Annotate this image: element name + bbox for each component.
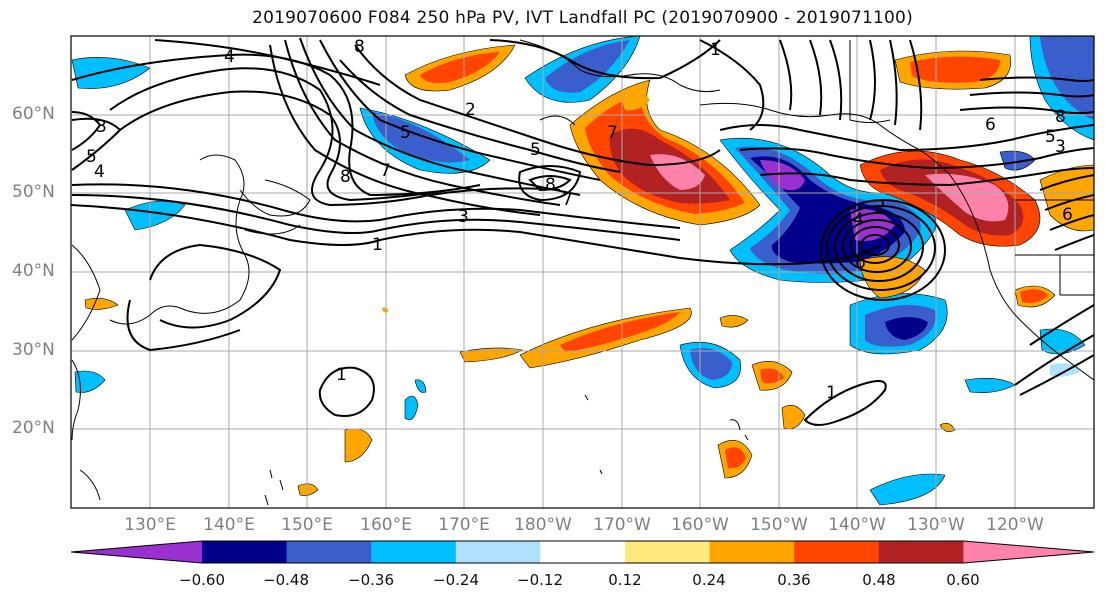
lon-label: 130°E [124, 515, 176, 535]
lon-label: 120°W [986, 515, 1044, 535]
lon-label: 160°E [360, 515, 412, 535]
contour-label: 2 [875, 197, 886, 217]
colorbar-cell [202, 541, 288, 563]
lat-label: 60°N [12, 104, 55, 124]
contour-label: 8 [545, 175, 556, 195]
lon-label: 150°W [750, 515, 808, 535]
contour-label: 7 [562, 190, 573, 210]
contour-label: 7 [380, 161, 391, 181]
colorbar-tick-label: 0.60 [946, 571, 980, 589]
contour-label: 8 [1055, 107, 1066, 127]
colorbar-tick-label: −0.12 [517, 571, 563, 589]
lat-label: 40°N [12, 261, 55, 281]
pv-contours [71, 37, 1094, 426]
colorbar-tick-label: 0.36 [777, 571, 811, 589]
colorbar-tick-label: −0.24 [433, 571, 479, 589]
colorbar-cell [286, 541, 372, 563]
colorbar-tick-label: 0.48 [862, 571, 896, 589]
positive-anomalies [84, 44, 1094, 497]
colorbar-cell [878, 541, 964, 563]
colorbar-cell [540, 541, 626, 563]
contour-label: 5 [1045, 127, 1056, 147]
contour-label: 4 [94, 162, 105, 182]
contour-label: 6 [985, 115, 996, 135]
contour-label: 1 [372, 235, 383, 255]
colorbar-tick-label: 0.24 [692, 571, 726, 589]
contour-labels: 4 3 5 4 8 7 2 5 8 7 7 8 5 3 1 6 5 8 3 6 … [86, 37, 1073, 403]
colorbar-cell [371, 541, 457, 563]
lon-label: 140°E [203, 515, 255, 535]
contour-label: 4 [224, 47, 235, 67]
colorbar-cell [71, 541, 202, 563]
lon-label: 160°W [671, 515, 729, 535]
contour-label: 5 [86, 147, 97, 167]
contour-label: 4 [853, 210, 864, 230]
coastlines [71, 39, 1094, 506]
lon-label: 170°E [438, 515, 490, 535]
contour-label: 6 [855, 253, 866, 273]
contour-label: 1 [336, 365, 347, 385]
lon-label: 130°W [907, 515, 965, 535]
colorbar-cells [70, 540, 1095, 564]
contour-label: 6 [1062, 205, 1073, 225]
contour-label: 3 [458, 207, 469, 227]
colorbar-cell [709, 541, 795, 563]
negative-anomalies [71, 36, 1094, 506]
contour-label: 8 [340, 167, 351, 187]
colorbar-cell [963, 541, 1094, 563]
colorbar-tick-label: −0.48 [263, 571, 309, 589]
contour-label: 1 [710, 40, 721, 60]
shading-layer [71, 36, 1094, 506]
contour-label: 2 [465, 100, 476, 120]
contour-label: 5 [530, 140, 541, 160]
lon-label: 180°W [514, 515, 572, 535]
map-frame [70, 35, 1095, 509]
contour-label: 1 [826, 383, 837, 403]
contour-label: 7 [607, 123, 618, 143]
contour-label: 3 [96, 117, 107, 137]
colorbar-tick-label: −0.60 [179, 571, 225, 589]
figure-title: 2019070600 F084 250 hPa PV, IVT Landfall… [252, 8, 913, 28]
colorbar-outline [70, 540, 1095, 564]
colorbar-cell [625, 541, 711, 563]
colorbar-cell [455, 541, 541, 563]
lat-label: 20°N [12, 418, 55, 438]
lon-label: 150°E [281, 515, 333, 535]
contour-label: 5 [400, 123, 411, 143]
contour-label: 3 [1055, 137, 1066, 157]
contour-label: 8 [354, 37, 365, 57]
colorbar-cell [794, 541, 880, 563]
lon-label: 140°W [828, 515, 886, 535]
colorbar-tick-label: 0.12 [608, 571, 642, 589]
lat-label: 50°N [12, 182, 55, 202]
colorbar-tick-label: −0.36 [348, 571, 394, 589]
lon-label: 170°W [593, 515, 651, 535]
lat-label: 30°N [12, 340, 55, 360]
